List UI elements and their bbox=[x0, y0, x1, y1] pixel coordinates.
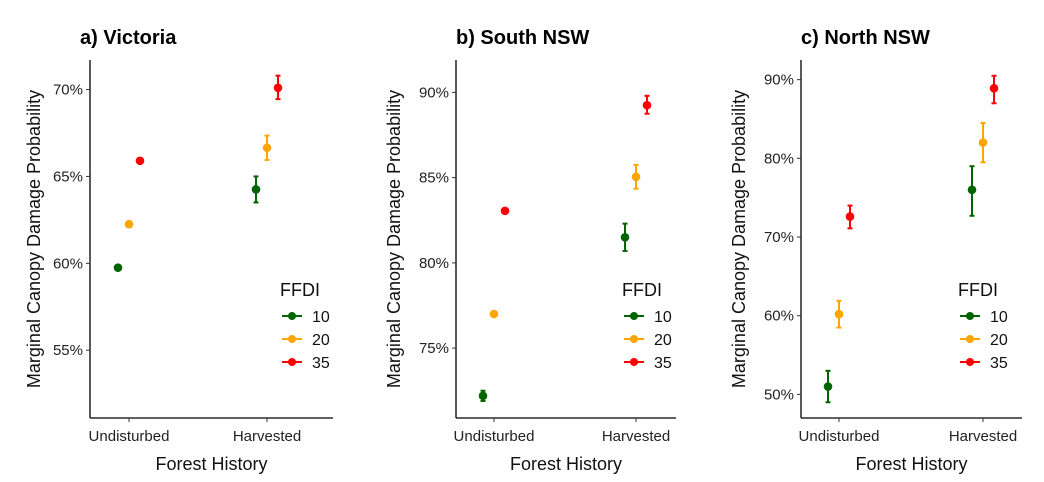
legend-key-point bbox=[288, 358, 296, 366]
legend-label: 10 bbox=[990, 309, 1008, 326]
panel-title: a) Victoria bbox=[80, 27, 177, 49]
x-tick-label: Undisturbed bbox=[454, 428, 535, 445]
legend-label: 35 bbox=[990, 355, 1008, 372]
panel-3: c) North NSW 50% 60% 70% 80% 90% Undisturbed Ha… bbox=[729, 27, 1022, 474]
legend-title: FFDI bbox=[280, 280, 320, 300]
legend-key-point bbox=[966, 312, 974, 320]
data-point bbox=[489, 309, 499, 319]
legend-label: 10 bbox=[654, 309, 672, 326]
x-tick-label: Harvested bbox=[233, 428, 301, 445]
x-axis-title: Forest History bbox=[855, 454, 967, 474]
data-point bbox=[967, 185, 977, 195]
y-tick-label: 70% bbox=[764, 229, 794, 246]
data-point bbox=[124, 219, 134, 229]
panel-title: b) South NSW bbox=[456, 27, 589, 49]
data-point bbox=[620, 232, 630, 242]
panel-title: c) North NSW bbox=[801, 27, 930, 49]
data-point bbox=[631, 172, 641, 182]
legend-label: 35 bbox=[312, 355, 330, 372]
data-point bbox=[823, 382, 833, 391]
legend-title: FFDI bbox=[622, 280, 662, 300]
legend-label: 35 bbox=[654, 355, 672, 372]
y-tick-label: 70% bbox=[53, 82, 83, 99]
x-tick-label: Harvested bbox=[602, 428, 670, 445]
legend-title: FFDI bbox=[958, 280, 998, 300]
y-tick-label: 55% bbox=[53, 342, 83, 359]
data-point bbox=[135, 156, 145, 166]
data-point bbox=[262, 143, 272, 153]
y-tick-label: 60% bbox=[53, 255, 83, 272]
y-tick-label: 85% bbox=[419, 170, 449, 187]
data-point bbox=[251, 185, 261, 194]
x-tick-label: Undisturbed bbox=[799, 428, 880, 445]
x-tick-label: Harvested bbox=[949, 428, 1017, 445]
data-point bbox=[478, 391, 488, 401]
panel-2: b) South NSW 75% 80% 85% 90% Undisturbed Harve… bbox=[384, 27, 676, 474]
data-point bbox=[273, 83, 283, 93]
data-point bbox=[978, 138, 988, 147]
legend-key-point bbox=[288, 312, 296, 320]
legend-key-point bbox=[630, 358, 638, 366]
legend-label: 10 bbox=[312, 309, 330, 326]
y-axis-title: Marginal Canopy Damage Probability bbox=[729, 90, 749, 388]
data-point bbox=[642, 100, 652, 110]
x-tick-label: Undisturbed bbox=[89, 428, 170, 445]
y-tick-label: 80% bbox=[419, 255, 449, 272]
legend-key-point bbox=[966, 358, 974, 366]
y-tick-label: 90% bbox=[764, 72, 794, 89]
legend-key-point bbox=[630, 335, 638, 343]
data-point bbox=[500, 206, 510, 216]
legend-label: 20 bbox=[654, 332, 672, 349]
y-tick-label: 75% bbox=[419, 340, 449, 357]
y-tick-label: 90% bbox=[419, 84, 449, 101]
x-axis-title: Forest History bbox=[155, 454, 267, 474]
legend-label: 20 bbox=[990, 332, 1008, 349]
data-point bbox=[834, 309, 844, 319]
panel-1: a) Victoria 55% 60% 65% 70% Undisturbed Harves… bbox=[24, 27, 333, 474]
y-tick-label: 80% bbox=[764, 150, 794, 167]
y-tick-label: 65% bbox=[53, 168, 83, 185]
legend-key-point bbox=[288, 335, 296, 343]
y-axis-title: Marginal Canopy Damage Probability bbox=[24, 90, 44, 388]
x-axis-title: Forest History bbox=[510, 454, 622, 474]
y-axis-title: Marginal Canopy Damage Probability bbox=[384, 90, 404, 388]
y-tick-label: 60% bbox=[764, 308, 794, 325]
legend-key-point bbox=[966, 335, 974, 343]
data-point bbox=[113, 263, 123, 272]
legend-label: 20 bbox=[312, 332, 330, 349]
legend-key-point bbox=[630, 312, 638, 320]
data-point bbox=[845, 212, 855, 221]
data-point bbox=[989, 84, 999, 93]
y-tick-label: 50% bbox=[764, 386, 794, 403]
